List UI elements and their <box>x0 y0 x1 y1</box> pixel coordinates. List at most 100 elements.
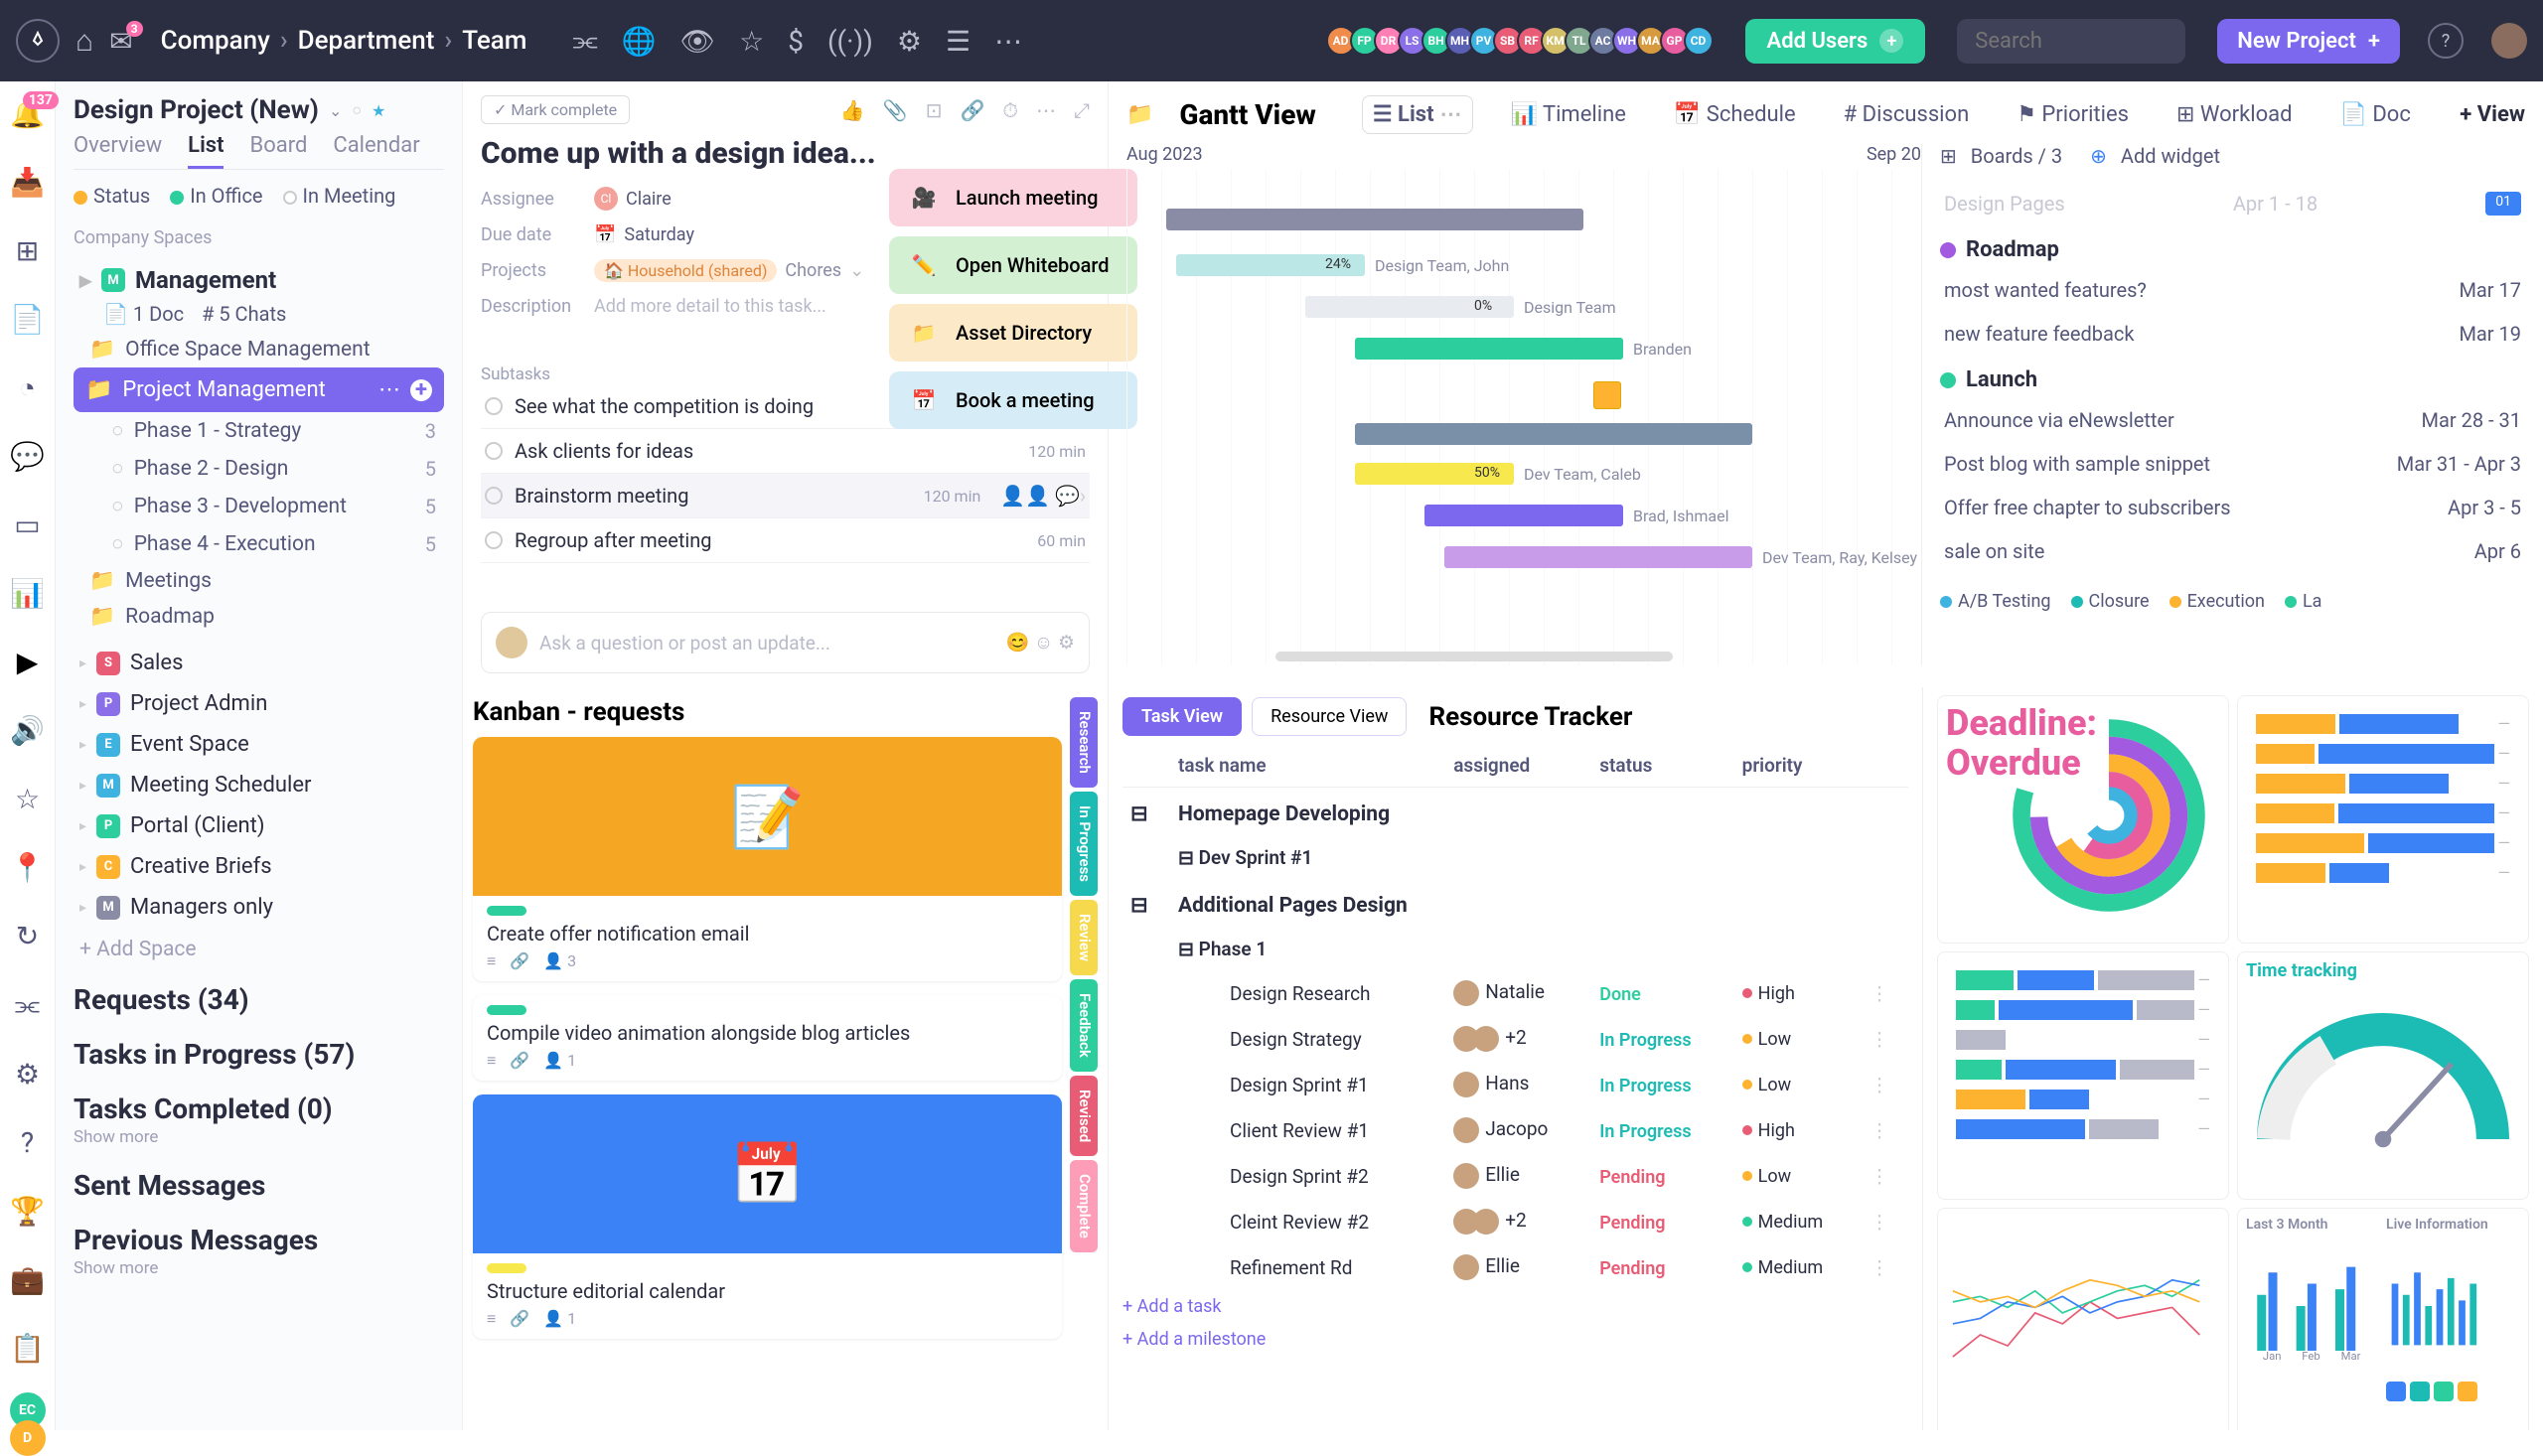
res-task-row[interactable]: Design Sprint #2ElliePendingLow⋮ <box>1122 1153 1908 1199</box>
gantt-group[interactable]: Roadmap <box>1940 237 2525 262</box>
status-in-meeting[interactable]: In Meeting <box>283 184 396 208</box>
action-book-a-meeting[interactable]: 📅Book a meeting <box>889 371 1137 429</box>
globe-icon[interactable]: 🌐 <box>622 25 657 58</box>
inbox-rail-icon[interactable]: 📥 <box>10 166 45 199</box>
filter-icon[interactable]: ☰ <box>946 25 971 58</box>
more-icon[interactable]: ⋯ <box>994 25 1022 58</box>
chat-icon[interactable]: 💬 <box>10 440 45 473</box>
kanban-card[interactable]: Compile video animation alongside blog a… <box>473 995 1062 1081</box>
home-icon[interactable]: ⌂ <box>75 24 93 59</box>
new-project-button[interactable]: New Project+ <box>2217 19 2400 64</box>
share-icon[interactable]: ⫘ <box>572 24 597 58</box>
gantt-item[interactable]: Announce via eNewsletterMar 28 - 31 <box>1940 398 2525 442</box>
mark-complete[interactable]: ✓ Mark complete <box>481 95 630 124</box>
space-item[interactable]: ▸MManagers only <box>74 887 444 928</box>
project-title[interactable]: Design Project (New) <box>74 95 319 125</box>
view-workload[interactable]: ⊞ Workload <box>2167 95 2303 134</box>
space-item[interactable]: ▸MMeeting Scheduler <box>74 765 444 805</box>
star-fill-icon[interactable]: ★ <box>372 101 385 120</box>
comment-box[interactable]: Ask a question or post an update... 😊 ☺ … <box>481 612 1090 673</box>
inbox-icon[interactable]: ✉3 <box>109 25 132 58</box>
kanban-card[interactable]: 📅Structure editorial calendar≡🔗👤 1 <box>473 1094 1062 1339</box>
tab-list[interactable]: List <box>188 133 224 169</box>
space-item[interactable]: ▸PPortal (Client) <box>74 805 444 846</box>
star-icon[interactable]: ☆ <box>739 25 764 58</box>
kanban-vtab[interactable]: Research <box>1070 697 1098 788</box>
expand-icon[interactable]: ⤢ <box>1074 98 1090 122</box>
boards-icon[interactable]: ⊞ <box>1940 144 1957 168</box>
play-icon[interactable]: ▶ <box>17 646 39 678</box>
phase-item[interactable]: ○Phase 4 - Execution5 <box>103 525 444 563</box>
apps-icon[interactable]: ⊞ <box>16 234 39 267</box>
add-task[interactable]: + Add a task <box>1122 1290 1908 1323</box>
doc-count[interactable]: 📄 1 Doc <box>103 302 184 326</box>
chevron-down-icon[interactable]: ⌄ <box>329 101 342 120</box>
gantt-item[interactable]: Offer free chapter to subscribersApr 3 -… <box>1940 486 2525 529</box>
folder-item[interactable]: 📁Office Space Management <box>74 332 444 367</box>
action-asset-directory[interactable]: 📁Asset Directory <box>889 304 1137 362</box>
status-status[interactable]: Status <box>74 184 150 208</box>
phase-item[interactable]: ○Phase 2 - Design5 <box>103 450 444 488</box>
breadcrumb[interactable]: Company› Department› Team <box>161 26 527 56</box>
add-milestone[interactable]: + Add a milestone <box>1122 1323 1908 1356</box>
show-more[interactable]: Show more <box>74 1127 444 1147</box>
subtask-row[interactable]: Regroup after meeting60 min <box>481 518 1090 563</box>
view-priorities[interactable]: ⚑ Priorities <box>2007 95 2139 134</box>
folder-item[interactable]: 📁Meetings <box>74 563 444 599</box>
scrollbar[interactable] <box>1275 652 1673 661</box>
res-task-row[interactable]: Design Sprint #1HansIn ProgressLow⋮ <box>1122 1062 1908 1107</box>
sound-icon[interactable]: 🔊 <box>10 714 45 747</box>
res-task-row[interactable]: Refinement RdElliePendingMedium⋮ <box>1122 1244 1908 1290</box>
kanban-vtab[interactable]: Feedback <box>1070 979 1098 1072</box>
eye-icon[interactable]: 👁 <box>680 25 716 58</box>
search-input[interactable] <box>1975 29 2251 54</box>
loop-icon[interactable]: ↻ <box>16 920 39 952</box>
res-subgroup[interactable]: ⊟ Phase 1 <box>1122 928 1908 970</box>
like-icon[interactable]: 👍 <box>840 98 865 122</box>
signal-icon[interactable]: ((·)) <box>827 25 873 58</box>
gear-rail-icon[interactable]: ⚙ <box>15 1058 40 1091</box>
trophy-icon[interactable]: 🏆 <box>10 1195 45 1228</box>
res-group[interactable]: ⊟Homepage Developing <box>1122 788 1908 837</box>
help-icon[interactable]: ? <box>2428 23 2464 59</box>
gantt-item[interactable]: Post blog with sample snippetMar 31 - Ap… <box>1940 442 2525 486</box>
view-doc[interactable]: 📄 Doc <box>2330 95 2421 134</box>
task-view-btn[interactable]: Task View <box>1122 697 1242 736</box>
subtask-icon[interactable]: ⊡ <box>926 98 943 122</box>
add-space[interactable]: + Add Space <box>79 938 444 961</box>
avatar[interactable]: D <box>10 1420 46 1456</box>
star-rail-icon[interactable]: ☆ <box>15 783 40 815</box>
folder-item[interactable]: 📁Roadmap <box>74 599 444 635</box>
res-task-row[interactable]: Design ResearchNatalieDoneHigh⋮ <box>1122 970 1908 1016</box>
briefcase-icon[interactable]: 💼 <box>10 1263 45 1296</box>
pin-icon[interactable]: 📍 <box>10 851 45 884</box>
user-dot[interactable]: CD <box>1684 26 1714 56</box>
subtask-row[interactable]: Brainstorm meeting120 min👤👤 💬› <box>481 474 1090 518</box>
dollar-icon[interactable]: $ <box>788 25 804 58</box>
circle-icon[interactable]: ○ <box>352 100 362 120</box>
device-icon[interactable]: ▭ <box>14 509 40 541</box>
space-item[interactable]: ▸EEvent Space <box>74 724 444 765</box>
more-icon[interactable]: ⋯ <box>1036 98 1056 122</box>
show-more[interactable]: Show more <box>74 1258 444 1278</box>
tab-overview[interactable]: Overview <box>74 133 162 169</box>
gantt-item[interactable]: sale on siteApr 6 <box>1940 529 2525 573</box>
status-in-office[interactable]: In Office <box>170 184 262 208</box>
action-open-whiteboard[interactable]: ✏️Open Whiteboard <box>889 236 1137 294</box>
resource-view-btn[interactable]: Resource View <box>1252 697 1407 736</box>
view-list[interactable]: ☰ List ⋯ <box>1362 95 1473 134</box>
gantt-item[interactable]: most wanted features?Mar 17 <box>1940 268 2525 312</box>
gantt-item[interactable]: new feature feedbackMar 19 <box>1940 312 2525 356</box>
sent-link[interactable]: Sent Messages <box>74 1169 444 1202</box>
gear-icon[interactable]: ⚙ <box>897 25 922 58</box>
subtask-row[interactable]: Ask clients for ideas120 min <box>481 429 1090 474</box>
view-discussion[interactable]: # Discussion <box>1834 95 1980 134</box>
link-icon[interactable]: 🔗 <box>960 98 984 122</box>
res-group[interactable]: ⊟Additional Pages Design <box>1122 879 1908 928</box>
res-task-row[interactable]: Design Strategy+2In ProgressLow⋮ <box>1122 1016 1908 1062</box>
res-subgroup[interactable]: ⊟ Dev Sprint #1 <box>1122 836 1908 879</box>
space-management[interactable]: ▸MManagement <box>74 258 444 302</box>
kanban-card[interactable]: 📝Create offer notification email≡🔗👤 3 <box>473 737 1062 981</box>
add-users-button[interactable]: Add Users+ <box>1745 19 1926 64</box>
clipboard-icon[interactable]: 📋 <box>10 1332 45 1365</box>
